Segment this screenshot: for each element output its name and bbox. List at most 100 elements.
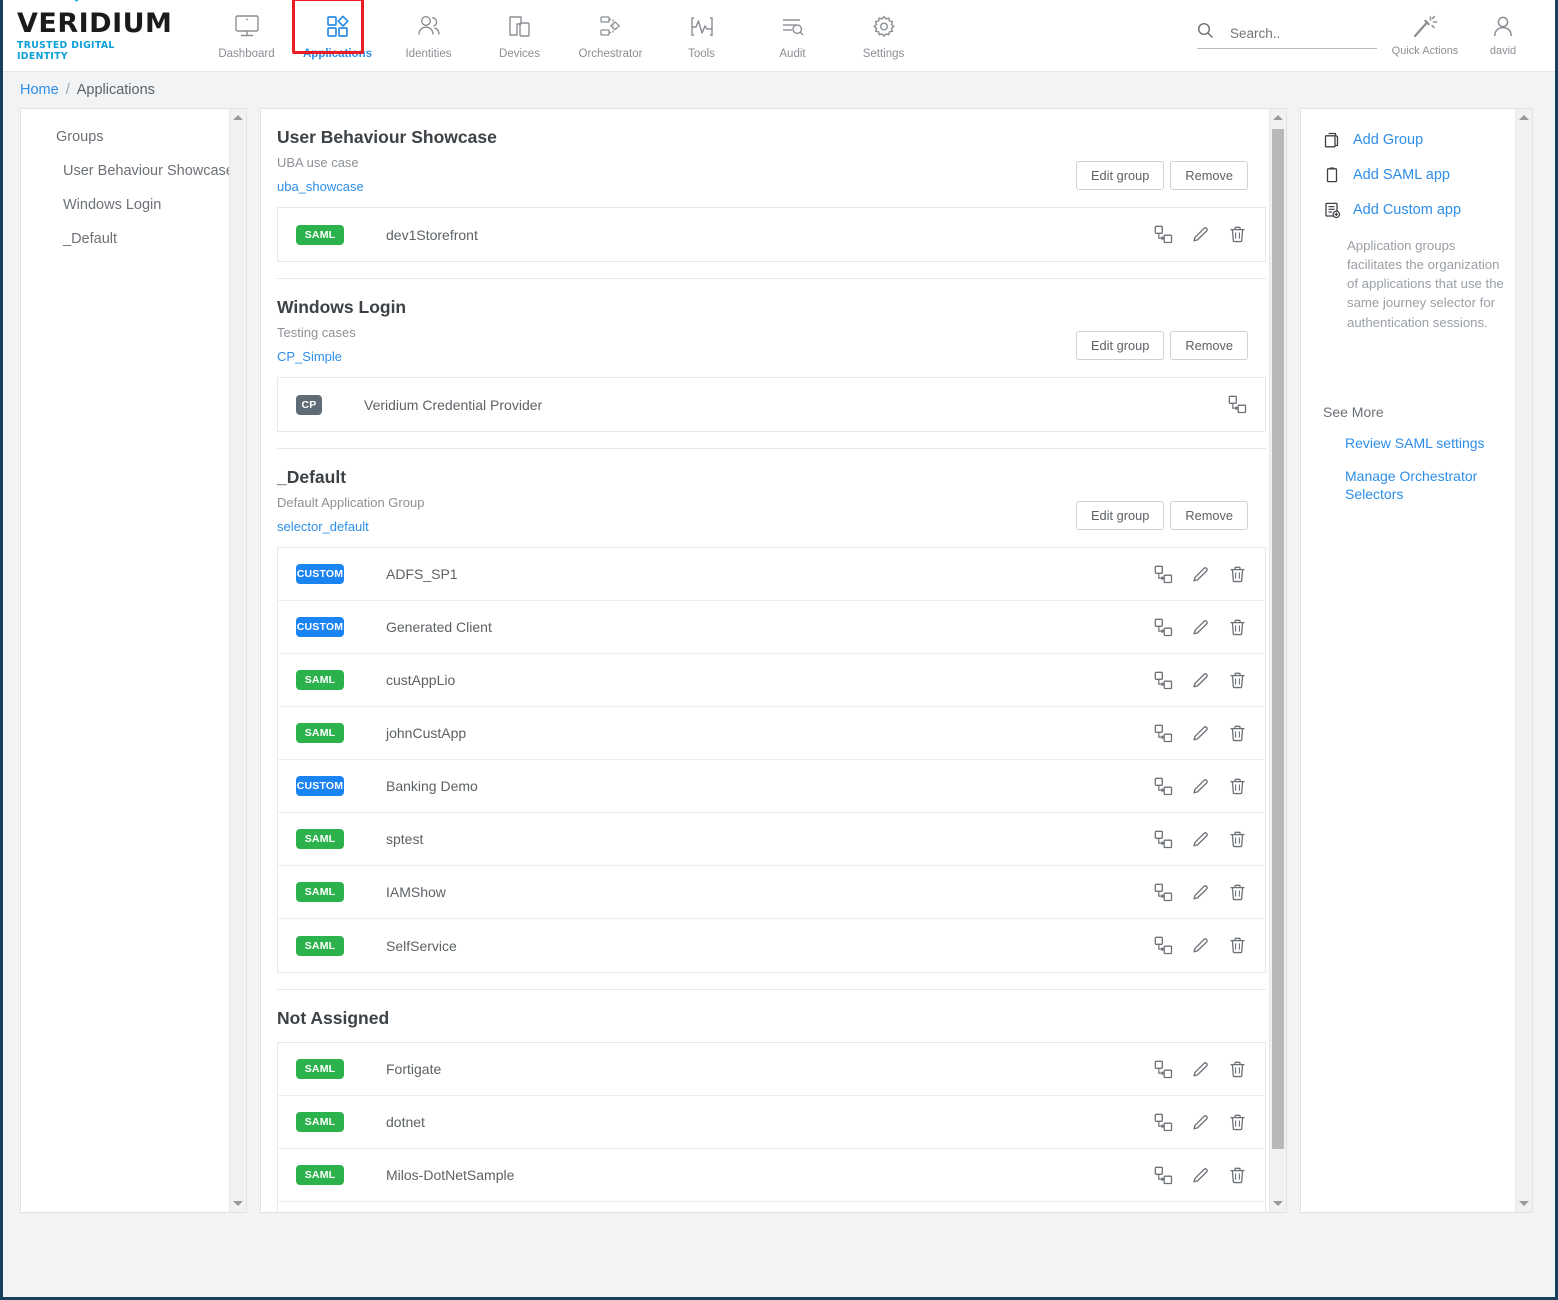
application-row[interactable]: SAML SelfService: [278, 919, 1265, 972]
group-selector-link[interactable]: selector_default: [277, 519, 369, 534]
nav-item-settings[interactable]: Settings: [838, 8, 929, 64]
edit-pencil-icon[interactable]: [1191, 565, 1210, 584]
edit-group-button[interactable]: Edit group: [1076, 161, 1165, 190]
scroll-down-arrow-icon[interactable]: [230, 1195, 246, 1212]
nav-item-devices[interactable]: Devices: [474, 8, 565, 64]
application-row[interactable]: SAML johnCustApp: [278, 707, 1265, 760]
add-custom-app-link[interactable]: Add Custom app: [1323, 201, 1518, 219]
move-icon[interactable]: [1154, 671, 1173, 690]
application-row[interactable]: CUSTOM Banking Demo: [278, 760, 1265, 813]
application-row[interactable]: SAML Fortigate: [278, 1043, 1265, 1096]
trash-icon[interactable]: [1228, 1113, 1247, 1132]
trash-icon[interactable]: [1228, 883, 1247, 902]
edit-pencil-icon[interactable]: [1191, 883, 1210, 902]
move-icon[interactable]: [1154, 225, 1173, 244]
gear-icon: [873, 15, 894, 37]
app-name: Fortigate: [386, 1061, 442, 1077]
move-icon[interactable]: [1154, 1166, 1173, 1185]
nav-item-audit[interactable]: Audit: [747, 8, 838, 64]
trash-icon[interactable]: [1228, 1060, 1247, 1079]
edit-pencil-icon[interactable]: [1191, 225, 1210, 244]
move-icon[interactable]: [1154, 830, 1173, 849]
trash-icon[interactable]: [1228, 671, 1247, 690]
group-selector-link[interactable]: CP_Simple: [277, 349, 343, 364]
scroll-up-arrow-icon[interactable]: [1516, 109, 1532, 126]
trash-icon[interactable]: [1228, 724, 1247, 743]
move-icon[interactable]: [1154, 724, 1173, 743]
group-selector-link[interactable]: uba_showcase: [277, 179, 364, 194]
move-icon[interactable]: [1154, 1113, 1173, 1132]
remove-group-button[interactable]: Remove: [1170, 161, 1248, 190]
veridium-logo[interactable]: VERIDIUM TRUSTED DIGITAL IDENTITY: [17, 0, 172, 62]
application-row[interactable]: SAML IAMShow: [278, 866, 1265, 919]
nav-item-tools[interactable]: Tools: [656, 8, 747, 64]
sidebar-item-user-behaviour-showcase[interactable]: User Behaviour Showcase: [63, 163, 234, 179]
application-row[interactable]: CUSTOM Generated Client: [278, 601, 1265, 654]
move-icon[interactable]: [1154, 1060, 1173, 1079]
add-saml-app-link[interactable]: Add SAML app: [1323, 166, 1518, 184]
trash-icon[interactable]: [1228, 618, 1247, 637]
edit-pencil-icon[interactable]: [1191, 618, 1210, 637]
nav-item-orchestrator[interactable]: Orchestrator: [565, 8, 656, 64]
application-row[interactable]: SAMLDESKTOPFACE: [278, 1202, 1265, 1212]
add-group-link[interactable]: Add Group: [1323, 131, 1518, 149]
application-row[interactable]: SAML dotnet: [278, 1096, 1265, 1149]
edit-group-button[interactable]: Edit group: [1076, 331, 1165, 360]
application-row[interactable]: CUSTOM ADFS_SP1: [278, 548, 1265, 601]
scroll-down-arrow-icon[interactable]: [1270, 1195, 1286, 1212]
trash-icon[interactable]: [1228, 830, 1247, 849]
app-type-badge: SAML: [296, 224, 344, 245]
row-action-icons: [1154, 565, 1247, 584]
move-icon[interactable]: [1228, 395, 1247, 414]
edit-pencil-icon[interactable]: [1191, 1166, 1210, 1185]
application-row[interactable]: SAML Milos-DotNetSample: [278, 1149, 1265, 1202]
search-box[interactable]: [1197, 22, 1377, 49]
sidebar-item-windows-login[interactable]: Windows Login: [63, 197, 162, 213]
trash-icon[interactable]: [1228, 777, 1247, 796]
app-name: custAppLio: [386, 672, 456, 688]
review-saml-settings-link[interactable]: Review SAML settings: [1345, 434, 1485, 451]
edit-pencil-icon[interactable]: [1191, 1113, 1210, 1132]
move-icon[interactable]: [1154, 777, 1173, 796]
move-icon[interactable]: [1154, 936, 1173, 955]
application-row[interactable]: SAML dev1Storefront: [278, 208, 1265, 261]
edit-pencil-icon[interactable]: [1191, 671, 1210, 690]
move-icon[interactable]: [1154, 883, 1173, 902]
application-row[interactable]: SAML sptest: [278, 813, 1265, 866]
group-action-buttons: Edit group Remove: [1076, 501, 1248, 530]
quick-actions-button[interactable]: Quick Actions: [1389, 15, 1461, 57]
edit-pencil-icon[interactable]: [1191, 830, 1210, 849]
trash-icon[interactable]: [1228, 225, 1247, 244]
scroll-up-arrow-icon[interactable]: [1270, 109, 1286, 126]
sidebar-item-default[interactable]: _Default: [63, 231, 118, 247]
scrollbar-thumb[interactable]: [1272, 129, 1284, 1149]
application-row[interactable]: SAML custAppLio: [278, 654, 1265, 707]
nav-item-applications[interactable]: Applications: [292, 8, 383, 64]
right-panel-scrollbar[interactable]: [1515, 109, 1532, 1212]
left-panel-scrollbar[interactable]: [229, 109, 246, 1212]
trash-icon[interactable]: [1228, 1166, 1247, 1185]
trash-icon[interactable]: [1228, 936, 1247, 955]
applications-panel: User Behaviour Showcase UBA use case uba_s…: [260, 108, 1287, 1213]
remove-group-button[interactable]: Remove: [1170, 501, 1248, 530]
edit-group-button[interactable]: Edit group: [1076, 501, 1165, 530]
edit-pencil-icon[interactable]: [1191, 1060, 1210, 1079]
scroll-up-arrow-icon[interactable]: [230, 109, 246, 126]
remove-group-button[interactable]: Remove: [1170, 331, 1248, 360]
nav-item-dashboard[interactable]: Dashboard: [201, 8, 292, 64]
application-row[interactable]: CP Veridium Credential Provider: [278, 378, 1265, 431]
edit-pencil-icon[interactable]: [1191, 936, 1210, 955]
manage-orchestrator-selectors-link[interactable]: Manage Orchestrator Selectors: [1345, 467, 1478, 503]
trash-icon[interactable]: [1228, 565, 1247, 584]
scroll-down-arrow-icon[interactable]: [1516, 1195, 1532, 1212]
edit-pencil-icon[interactable]: [1191, 724, 1210, 743]
move-icon[interactable]: [1154, 565, 1173, 584]
nav-item-identities[interactable]: Identities: [383, 8, 474, 64]
search-input[interactable]: [1228, 24, 1358, 42]
move-icon[interactable]: [1154, 618, 1173, 637]
user-menu-button[interactable]: david: [1467, 15, 1539, 57]
edit-pencil-icon[interactable]: [1191, 777, 1210, 796]
breadcrumb-home-link[interactable]: Home: [20, 82, 59, 98]
center-panel-scrollbar[interactable]: [1269, 109, 1286, 1212]
